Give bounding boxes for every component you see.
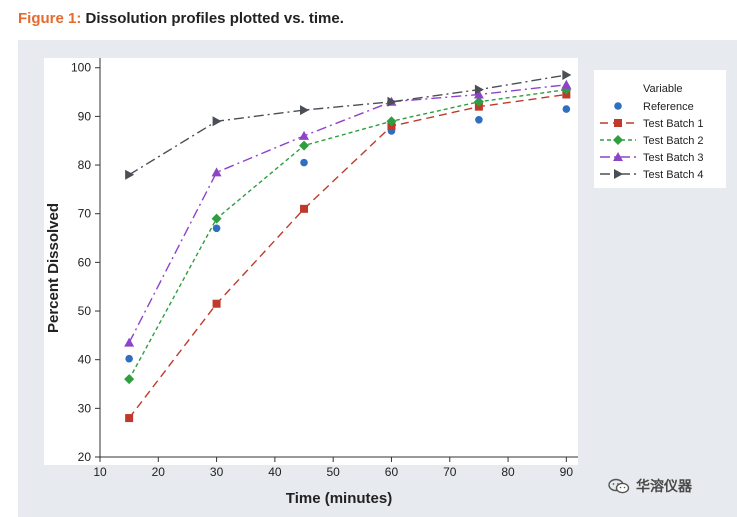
series-line-test-batch-4 [128,74,567,176]
y-tick-label: 50 [78,304,92,318]
y-tick-label: 60 [78,255,92,269]
x-axis-label: Time (minutes) [286,490,392,507]
legend-box [594,70,726,188]
legend-swatch-marker [613,152,623,161]
data-point-test-batch-3 [124,337,135,347]
y-axis-label: Percent Dissolved [45,203,62,333]
data-point-reference [300,158,308,167]
data-point-reference [475,115,483,124]
data-point-test-batch-2 [386,116,397,127]
data-point-reference [562,105,571,113]
series-line-test-batch-3 [128,84,567,343]
data-point-test-batch-4 [300,105,310,116]
x-tick-label: 80 [501,465,515,479]
legend-swatch-marker [614,102,622,110]
legend-item-test-batch-3: Test Batch 3 [600,152,704,164]
data-point-test-batch-3 [211,167,222,177]
x-tick-label: 60 [385,465,399,479]
y-tick-label: 80 [78,158,92,172]
y-tick-label: 20 [78,450,92,464]
legend-swatch-marker [614,169,623,179]
series-line-test-batch-1 [128,93,567,419]
x-tick-label: 50 [326,465,340,479]
x-tick-label: 30 [210,465,224,479]
legend-item-test-batch-4: Test Batch 4 [600,169,704,181]
data-point-test-batch-1 [125,414,134,423]
legend-label: Reference [643,101,694,113]
data-point-test-batch-2 [124,374,135,385]
y-tick-label: 90 [78,109,92,123]
plot-panel [44,58,578,465]
legend-label: Test Batch 2 [643,135,704,147]
watermark: 华溶仪器 [608,476,692,496]
data-point-test-batch-2 [299,140,310,151]
x-tick-label: 70 [443,465,457,479]
data-point-test-batch-4 [562,70,572,81]
data-point-reference [125,354,133,363]
legend-label: Test Batch 4 [643,169,704,181]
data-point-reference [212,224,221,233]
figure-caption: Figure 1: Dissolution profiles plotted v… [18,10,344,27]
data-point-test-batch-2 [473,96,484,107]
data-point-test-batch-4 [387,96,397,107]
data-point-test-batch-4 [125,169,135,180]
figure-title: Dissolution profiles plotted vs. time. [85,10,344,27]
y-tick-label: 40 [78,353,92,367]
series-line-test-batch-2 [128,88,567,380]
watermark-text: 华溶仪器 [636,478,692,494]
data-point-test-batch-4 [212,116,222,127]
data-point-test-batch-3 [561,79,572,89]
x-tick-label: 20 [152,465,166,479]
data-point-test-batch-1 [212,299,221,308]
legend-swatch-marker [613,135,623,145]
x-tick-label: 90 [560,465,574,479]
figure-label: Figure 1: [18,10,82,27]
series-test-batch-4 [125,70,572,180]
legend-swatch-marker [614,119,622,127]
legend: Variable Reference Test Batch 1 Test Batch… [594,70,726,188]
y-tick-label: 70 [78,207,92,221]
legend-label: Test Batch 3 [643,152,704,164]
legend-item-test-batch-2: Test Batch 2 [600,135,704,147]
data-point-test-batch-4 [474,84,484,95]
legend-title: Variable [643,83,683,95]
legend-item-reference: Reference [614,101,694,113]
x-tick-label: 10 [93,465,107,479]
y-tick-label: 30 [78,401,92,415]
data-point-test-batch-1 [300,204,309,213]
data-point-test-batch-2 [211,213,222,224]
data-point-test-batch-3 [473,89,484,99]
y-tick-label: 100 [71,61,91,75]
legend-item-test-batch-1: Test Batch 1 [600,118,704,130]
wechat-icon [608,478,630,494]
legend-label: Test Batch 1 [643,118,704,130]
x-tick-label: 40 [268,465,282,479]
data-point-test-batch-3 [299,130,310,140]
